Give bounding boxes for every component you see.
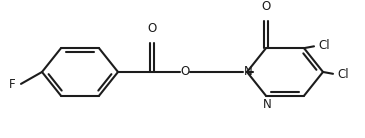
Text: O: O (180, 65, 190, 79)
Text: O: O (261, 0, 270, 13)
Text: N: N (243, 65, 252, 79)
Text: Cl: Cl (318, 39, 330, 52)
Text: Cl: Cl (337, 68, 349, 81)
Text: O: O (147, 22, 157, 35)
Text: N: N (263, 98, 271, 111)
Text: F: F (8, 78, 15, 91)
